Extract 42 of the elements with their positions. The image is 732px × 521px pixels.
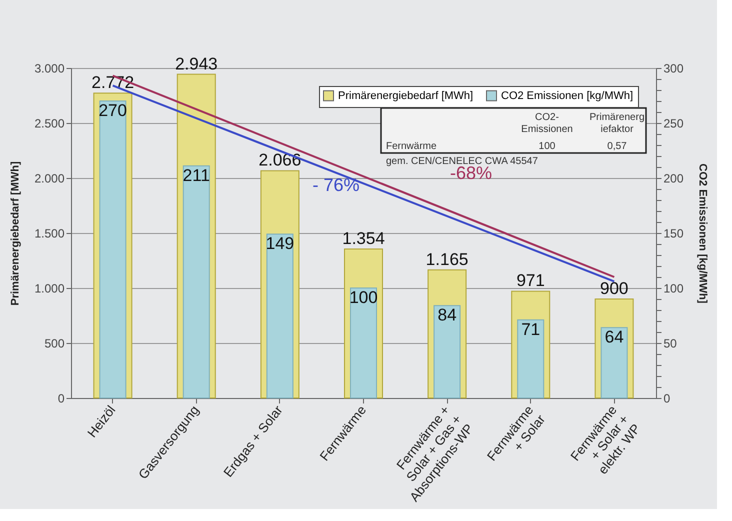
y2-tick-label: 200 [664, 172, 684, 186]
bar [182, 165, 210, 398]
y-tick-label: 0 [58, 392, 65, 406]
y-tick-label: 2.000 [34, 172, 65, 186]
data-label: 2.943 [175, 54, 218, 74]
data-label: 1.354 [342, 229, 385, 248]
annotation: CO2- Emissionen [521, 112, 573, 135]
data-label: 971 [516, 271, 545, 290]
y-axis-title: Primärenergiebedarf [MWh] [9, 161, 22, 306]
y-tick-label: 500 [44, 336, 65, 350]
legend-label: CO2 Emissionen [kg/MWh] [501, 90, 634, 102]
y2-tick-label: 0 [664, 392, 670, 406]
data-label: 211 [182, 166, 210, 185]
annotation: - 76% [312, 175, 360, 195]
data-label: 84 [438, 306, 457, 325]
data-label: 1.165 [426, 250, 468, 269]
y-tick-label: 1.000 [34, 282, 65, 296]
annotation: Fernwärme [386, 141, 438, 152]
legend-label: Primärenergiebedarf [MWh] [338, 90, 474, 102]
y2-tick-label: 300 [664, 62, 684, 76]
data-label: 900 [600, 279, 628, 298]
data-label: 270 [98, 101, 127, 120]
y-tick-label: 3.000 [34, 62, 65, 76]
y-tick-label: 1.500 [34, 226, 65, 240]
annotation: Primärenerg iefaktor [589, 112, 645, 135]
bar [434, 305, 461, 398]
y2-tick-label: 100 [664, 282, 684, 296]
y2-tick-label: 250 [664, 116, 684, 130]
bar [517, 319, 544, 398]
y2-tick-label: 50 [664, 336, 678, 350]
y-tick-label: 2.500 [34, 116, 65, 130]
data-label: 64 [604, 328, 624, 347]
bar [350, 288, 377, 398]
data-label: 149 [266, 234, 294, 254]
annotation: 100 [538, 141, 556, 152]
annotation: 0,57 [607, 141, 628, 152]
data-label: 100 [349, 288, 378, 307]
bar [266, 234, 294, 398]
y2-tick-label: 150 [664, 226, 684, 240]
bar [600, 327, 628, 398]
data-label: 71 [521, 320, 540, 339]
y2-axis-title: CO2 Emissionen [kg/MWh] [696, 164, 709, 304]
